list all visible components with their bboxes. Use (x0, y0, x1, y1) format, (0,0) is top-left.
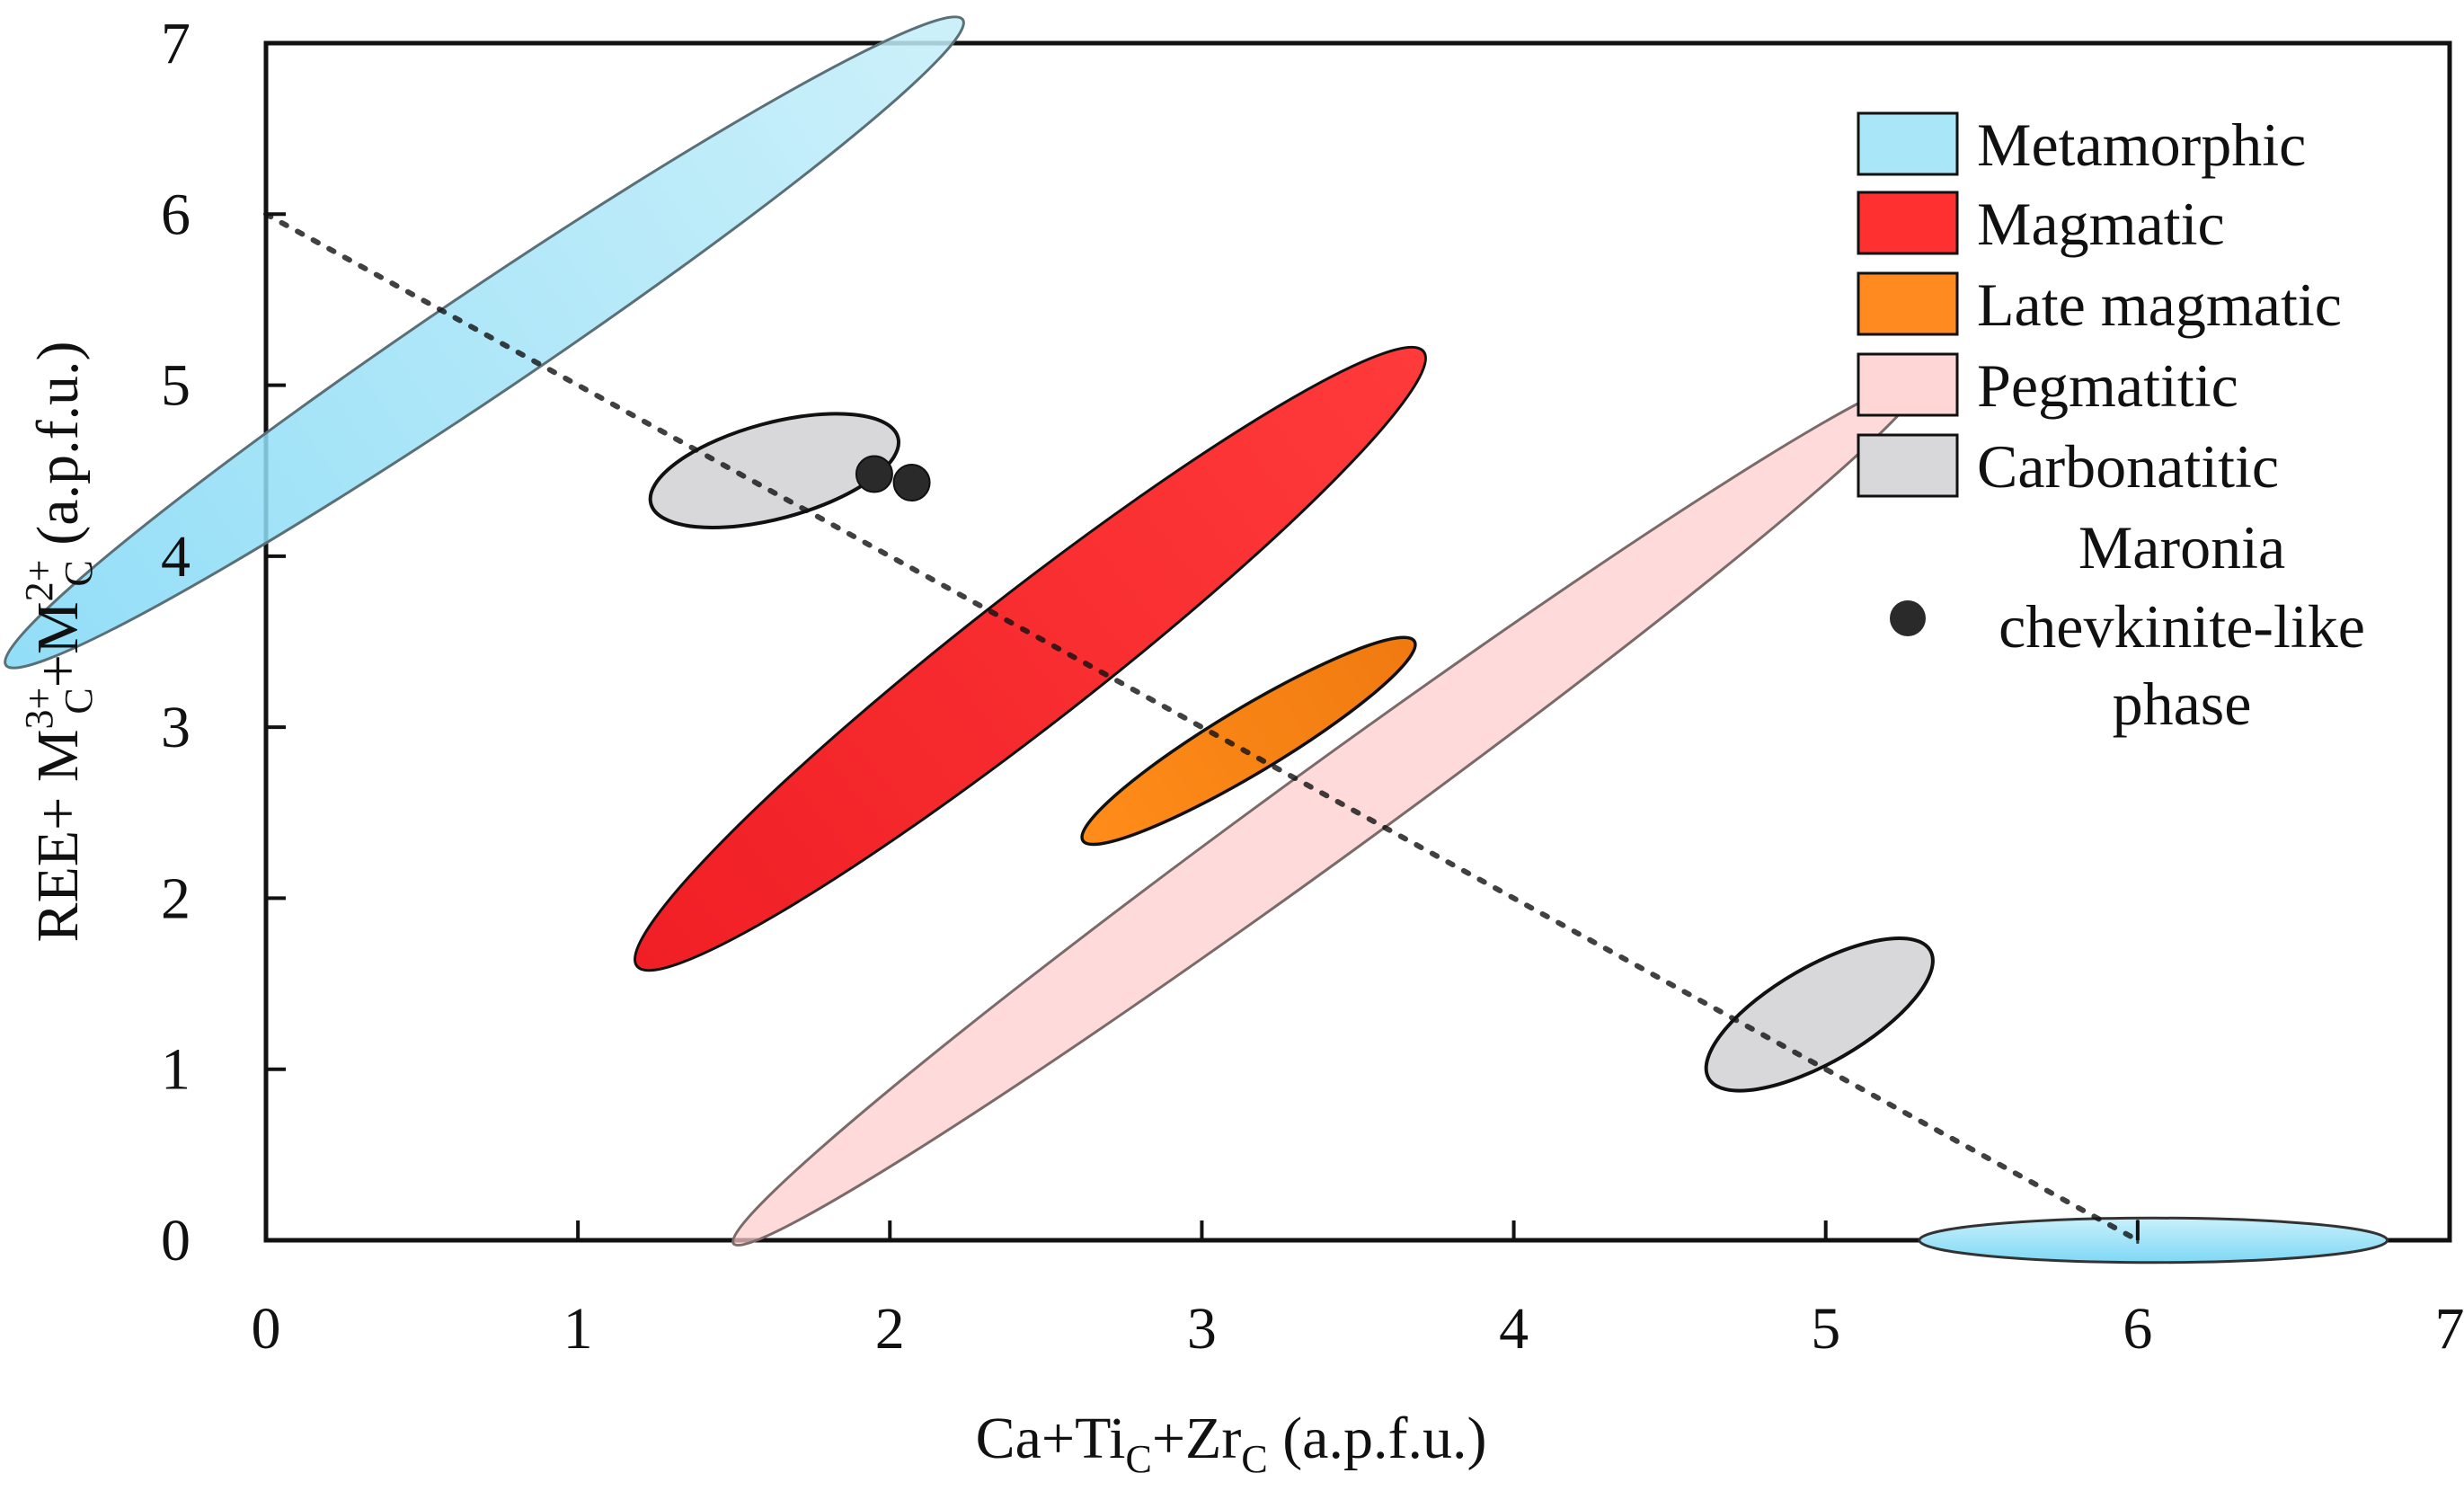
field-late-magmatic-3 (1080, 635, 1417, 847)
y-axis-title: REE+ M3+C+M2+C (a.p.f.u.) (17, 341, 101, 942)
legend-label-pegmatitic: Pegmatitic (1977, 351, 2238, 420)
y-tick-label-4: 4 (161, 524, 191, 590)
x-tick-label-5: 5 (1811, 1296, 1840, 1362)
x-tick-label-7: 7 (2435, 1296, 2464, 1362)
y-tick-label-5: 5 (161, 353, 191, 419)
x-tick-label-3: 3 (1187, 1296, 1217, 1362)
legend-label-maronia-1: Maronia (2078, 513, 2285, 581)
legend-label-carbonatitic: Carbonatitic (1977, 432, 2279, 501)
field-metamorphic-0 (4, 15, 965, 670)
legend-swatch-metamorphic (1857, 111, 1959, 176)
legend-swatch-pegmatitic (1857, 352, 1959, 417)
trend-line (263, 211, 2140, 1243)
y-tick-label-1: 1 (161, 1037, 191, 1103)
legend-swatch-late-magmatic (1857, 271, 1959, 336)
y-tick-label-7: 7 (161, 11, 191, 76)
x-tick-label-2: 2 (875, 1296, 905, 1362)
field-carbonatitic-5 (1704, 936, 1935, 1093)
legend-label-late-magmatic: Late magmatic (1977, 271, 2342, 339)
legend-marker-maronia (1890, 600, 1926, 636)
field-carbonatitic-4 (648, 412, 901, 530)
legend-label-metamorphic: Metamorphic (1977, 111, 2306, 179)
x-axis-title: Ca+TiC+ZrC (a.p.f.u.) (976, 1406, 1487, 1481)
field-metamorphic-6 (1918, 1216, 2389, 1265)
trend-layer (263, 211, 2140, 1243)
fields-layer (4, 15, 2389, 1265)
legend-swatch-magmatic (1857, 191, 1959, 255)
legend-label-magmatic: Magmatic (1977, 190, 2225, 258)
x-tick-label-6: 6 (2123, 1296, 2152, 1362)
data-point-maronia-0 (855, 455, 893, 493)
legend: Metamorphic Magmatic Late magmatic Pegma… (1857, 111, 2365, 738)
y-tick-label-3: 3 (161, 695, 191, 760)
ticks-layer: 0 1 2 3 4 5 6 7 0 1 2 3 4 5 6 7 (161, 11, 2464, 1362)
x-tick-label-4: 4 (1499, 1296, 1529, 1362)
x-tick-label-0: 0 (252, 1296, 281, 1362)
y-tick-label-0: 0 (161, 1208, 191, 1274)
data-point-maronia-1 (892, 464, 931, 502)
legend-label-maronia-3: phase (2113, 670, 2252, 738)
field-magmatic-1 (634, 345, 1427, 972)
points-layer (855, 455, 931, 502)
y-tick-label-6: 6 (161, 182, 191, 247)
y-tick-label-2: 2 (161, 865, 191, 931)
legend-swatch-carbonatitic (1857, 433, 1959, 498)
x-tick-label-1: 1 (563, 1296, 593, 1362)
legend-label-maronia-2: chevkinite-like (1999, 592, 2365, 661)
